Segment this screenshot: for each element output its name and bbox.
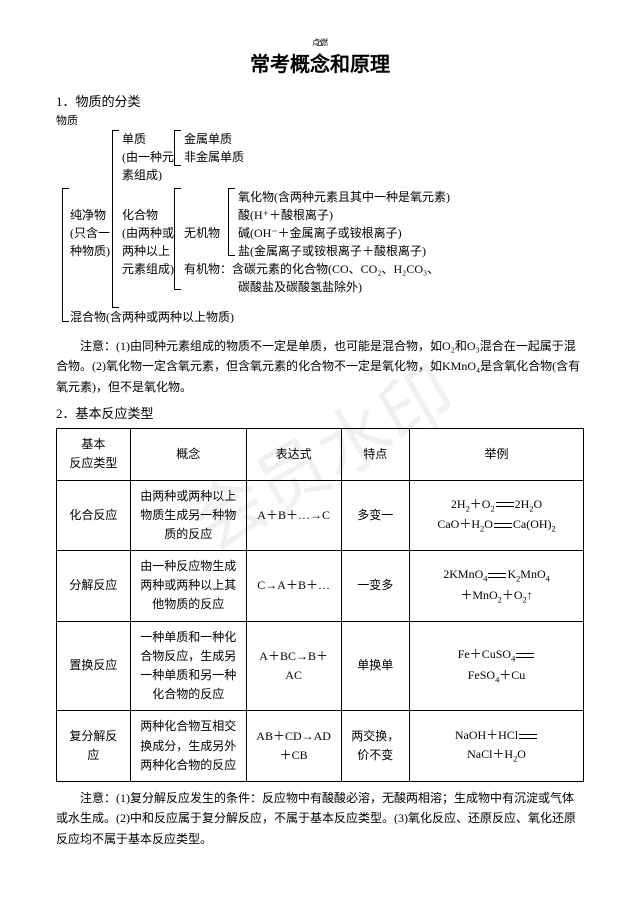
tree-node: 种物质) (70, 242, 110, 260)
cell: 化合反应 (57, 480, 131, 551)
tree-node: 元素组成) (122, 260, 174, 278)
col-header: 表达式 (246, 429, 341, 480)
cell: 两种化合物互相交换成分，生成另外两种化合物的反应 (130, 711, 246, 782)
cell: 2H2＋O2点燃2H2OCaO＋H2OCa(OH)2 (410, 480, 584, 551)
tree-node: (只含一 (70, 224, 110, 242)
note-1: 注意：(1)由同种元素组成的物质不一定是单质，也可能是混合物，如O₂和O₃混合在… (56, 336, 584, 397)
classification-tree: 单质 金属单质 (由一种元 非金属单质 素组成) 氧化物(含两种元素且其中一种是… (56, 130, 584, 330)
section-2-heading: 2．基本反应类型 (56, 403, 584, 422)
table-row: 化合反应 由两种或两种以上物质生成另一种物质的反应 A＋B＋…→C 多变一 2H… (57, 480, 584, 551)
cell: 多变一 (341, 480, 410, 551)
tree-node: 无机物 (184, 224, 220, 242)
tree-node: 纯净物 (70, 206, 106, 224)
tree-node: 有机物：含碳元素的化合物(CO、CO₂、H₂CO₃、 (184, 260, 439, 278)
cell: C→A＋B＋… (246, 551, 341, 622)
tree-node: 混合物(含两种或两种以上物质) (70, 308, 234, 326)
cell: 一种单质和一种化合物反应，生成另一种单质和另一种化合物的反应 (130, 621, 246, 711)
cell: A＋B＋…→C (246, 480, 341, 551)
tree-node: 金属单质 (184, 130, 232, 148)
note-2: 注意：(1)复分解反应发生的条件：反应物中有酸酸必溶，无酸两相溶；生成物中有沉淀… (56, 788, 584, 849)
cell: NaOH＋HClNaCl＋H2O (410, 711, 584, 782)
matter-root-label: 物质 (56, 112, 584, 128)
cell: 单换单 (341, 621, 410, 711)
col-header: 举例 (410, 429, 584, 480)
tree-node: 氧化物(含两种元素且其中一种是氧元素) (238, 188, 450, 206)
cell: 由一种反应物生成两种或两种以上其他物质的反应 (130, 551, 246, 622)
col-header: 概念 (130, 429, 246, 480)
cell: 复分解反应 (57, 711, 131, 782)
cell: A＋BC→B＋AC (246, 621, 341, 711)
tree-node: 碳酸盐及碳酸氢盐除外) (238, 278, 362, 296)
tree-node: 盐(金属离子或铵根离子＋酸根离子) (238, 242, 426, 260)
cell: 由两种或两种以上物质生成另一种物质的反应 (130, 480, 246, 551)
cell: 一变多 (341, 551, 410, 622)
tree-node: 化合物 (122, 206, 158, 224)
table-row: 复分解反应 两种化合物互相交换成分，生成另外两种化合物的反应 AB＋CD→AD＋… (57, 711, 584, 782)
section-1-heading: 1．物质的分类 (56, 91, 584, 110)
col-header: 基本反应类型 (57, 429, 131, 480)
tree-node: (由两种或 (122, 224, 174, 242)
tree-node: 单质 (122, 130, 146, 148)
reaction-type-table: 基本反应类型 概念 表达式 特点 举例 化合反应 由两种或两种以上物质生成另一种… (56, 428, 584, 782)
cell: 置换反应 (57, 621, 131, 711)
cell: 两交换，价不变 (341, 711, 410, 782)
col-header: 特点 (341, 429, 410, 480)
table-row: 分解反应 由一种反应物生成两种或两种以上其他物质的反应 C→A＋B＋… 一变多 … (57, 551, 584, 622)
table-row: 基本反应类型 概念 表达式 特点 举例 (57, 429, 584, 480)
tree-node: 碱(OH⁻＋金属离子或铵根离子) (238, 224, 402, 242)
page-content: 常考概念和原理 1．物质的分类 物质 单质 金属单质 (由一种元 非金属单质 素… (56, 48, 584, 849)
cell: 2KMnO4△K2MnO4＋MnO2＋O2↑ (410, 551, 584, 622)
cell: Fe＋CuSO4FeSO4＋Cu (410, 621, 584, 711)
page-title: 常考概念和原理 (56, 48, 584, 77)
tree-node: 酸(H⁺＋酸根离子) (238, 206, 333, 224)
tree-node: 素组成) (122, 166, 162, 184)
table-row: 置换反应 一种单质和一种化合物反应，生成另一种单质和另一种化合物的反应 A＋BC… (57, 621, 584, 711)
cell: AB＋CD→AD＋CB (246, 711, 341, 782)
tree-node: (由一种元 (122, 148, 174, 166)
tree-node: 两种以上 (122, 242, 170, 260)
cell: 分解反应 (57, 551, 131, 622)
tree-node: 非金属单质 (184, 148, 244, 166)
